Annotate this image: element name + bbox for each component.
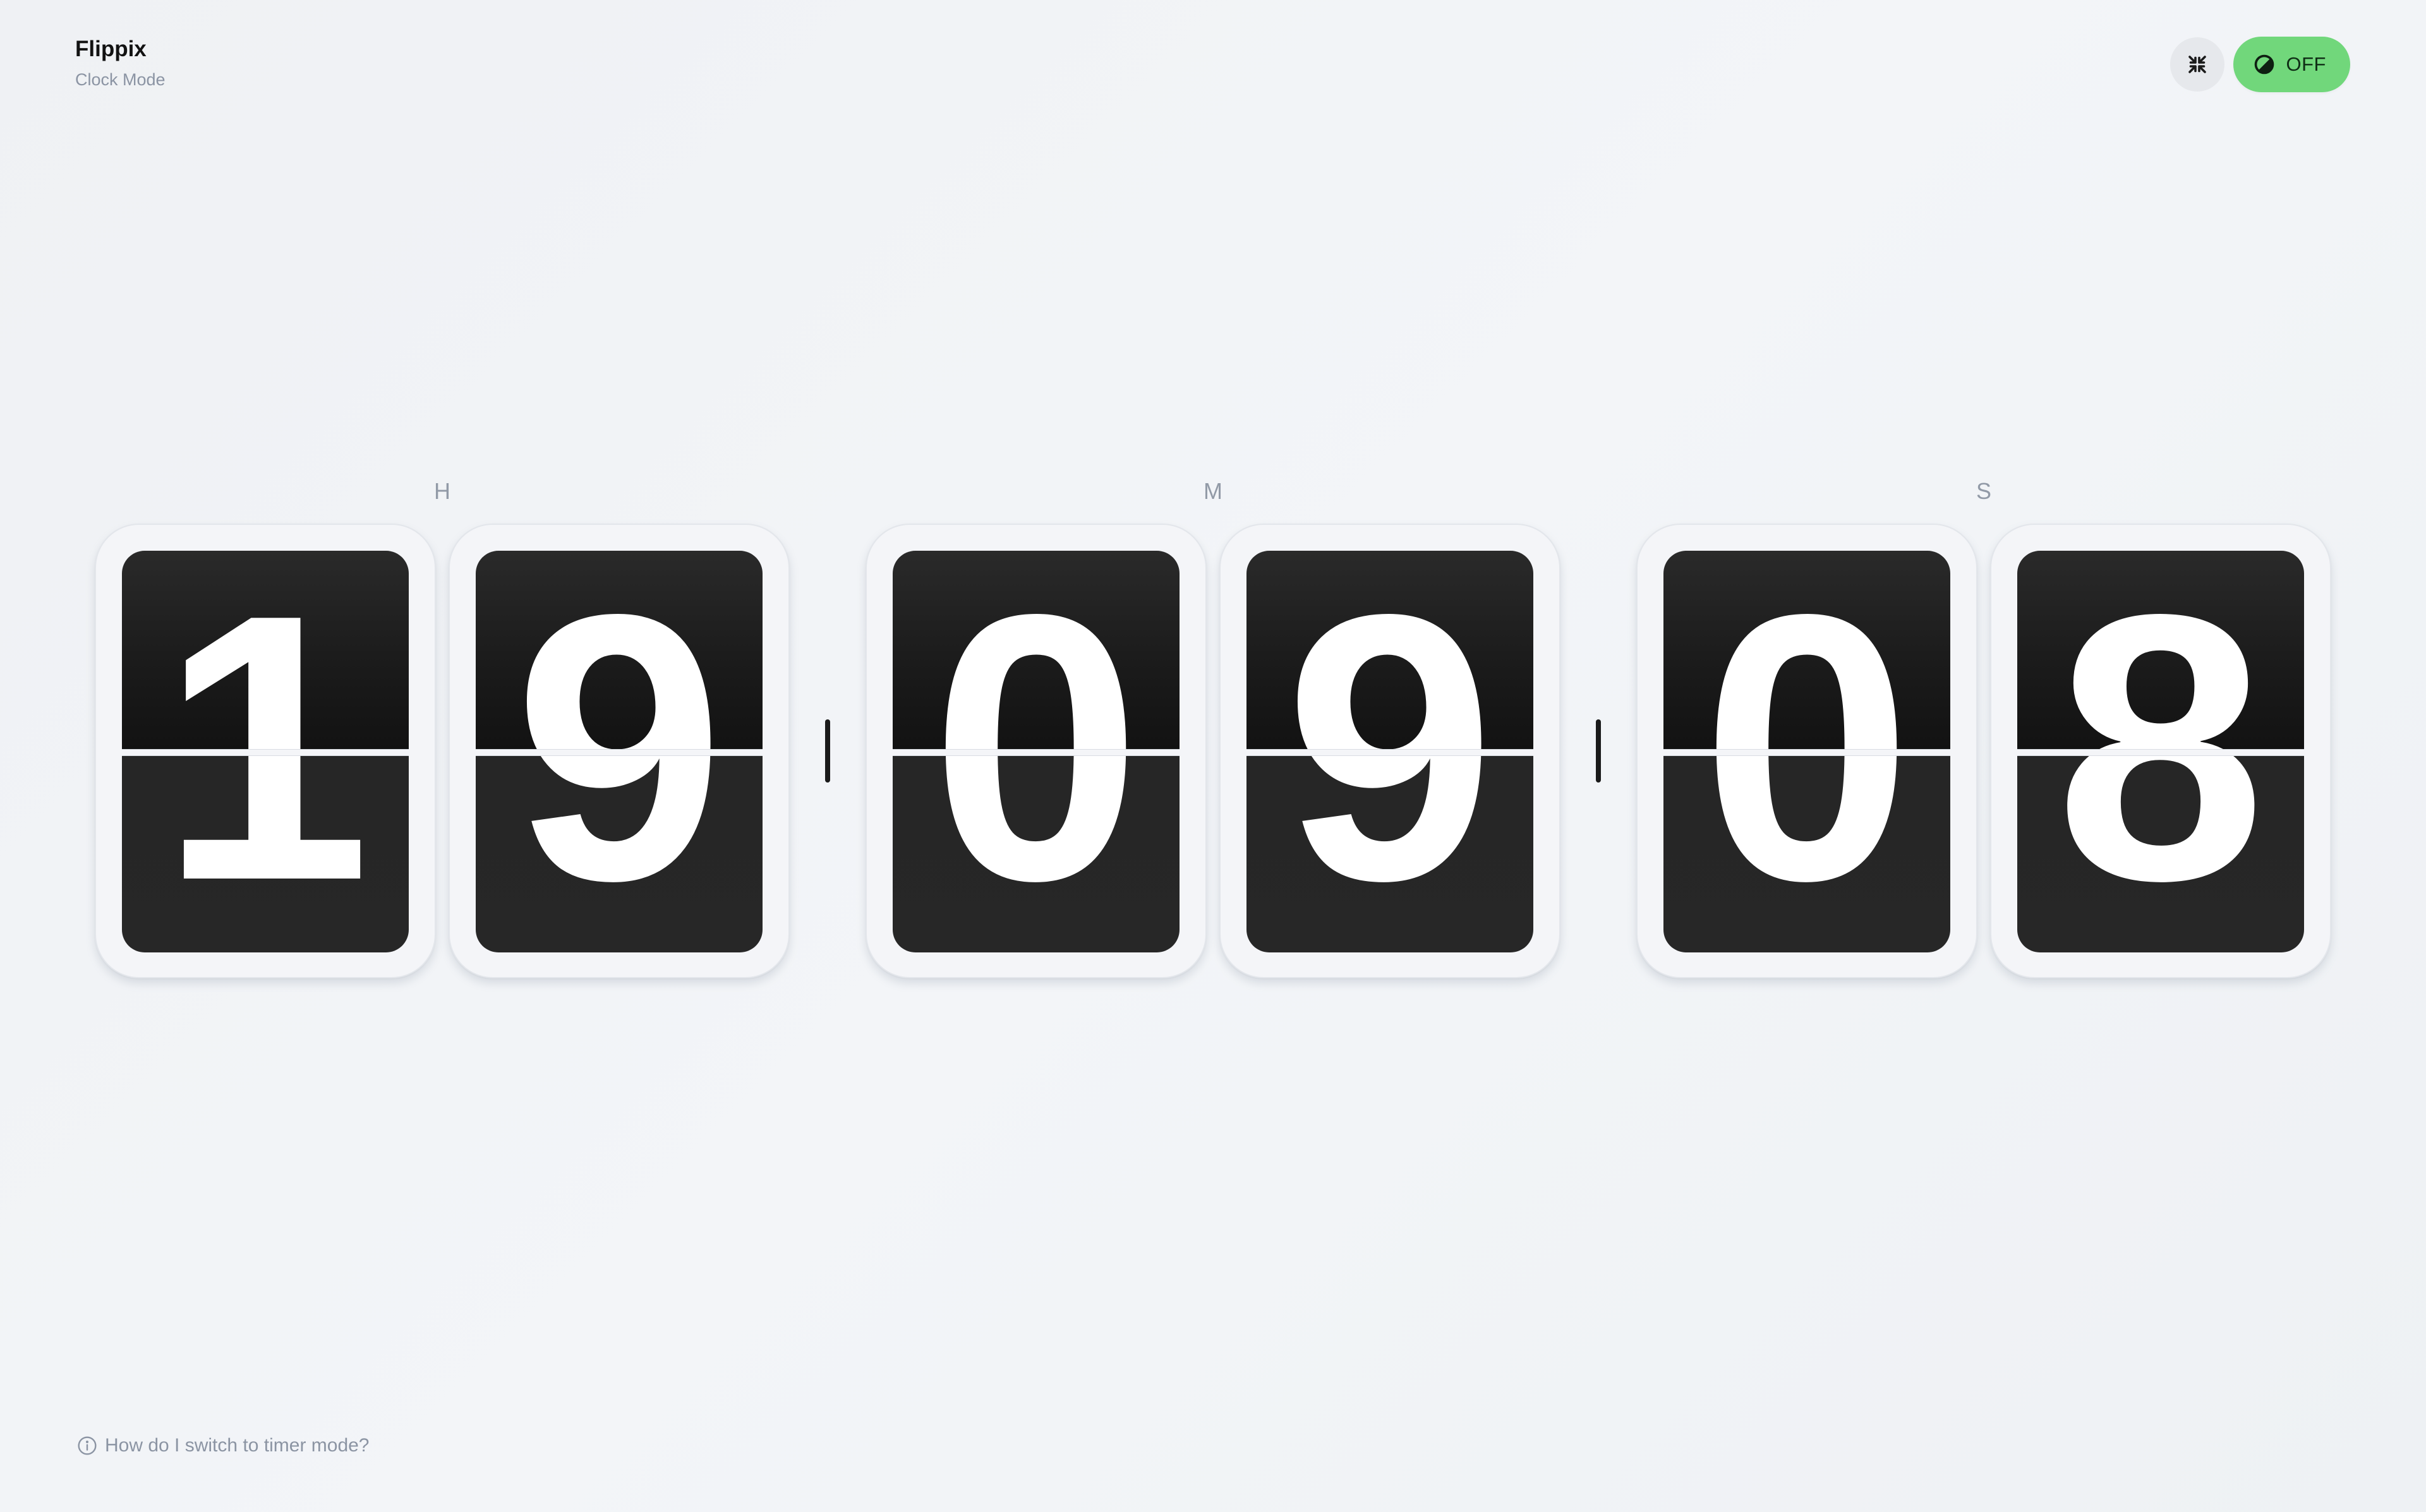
minute-ones-digit: 9	[1284, 551, 1495, 952]
hours-digits: 1 9	[95, 524, 790, 978]
brand: Flippix Clock Mode	[75, 35, 166, 91]
flip-card-face: 0	[1663, 551, 1950, 952]
collapse-arrows-icon	[2188, 56, 2206, 73]
card-split-line	[893, 749, 1180, 756]
flip-clock: H 1 9 M 0	[95, 477, 2331, 978]
card-split-line	[1663, 749, 1950, 756]
card-split-line	[1246, 749, 1533, 756]
second-tens-digit: 0	[1701, 551, 1912, 952]
hours-group: H 1 9	[95, 477, 790, 978]
info-circle-icon	[78, 1436, 97, 1455]
flip-card: 0	[1636, 524, 1977, 978]
toggle-state-label: OFF	[2286, 53, 2326, 75]
card-split-line	[476, 749, 763, 756]
help-link-text: How do I switch to timer mode?	[105, 1435, 370, 1456]
half-moon-contrast-icon	[2254, 54, 2274, 75]
timer-mode-help-link[interactable]: How do I switch to timer mode?	[77, 1435, 370, 1456]
hour-ones-digit: 9	[514, 551, 725, 952]
top-controls: OFF	[2170, 37, 2350, 92]
seconds-label: S	[1976, 478, 1991, 504]
card-split-line	[122, 749, 409, 756]
minutes-group: M 0 9	[866, 477, 1560, 978]
minutes-label: M	[1204, 478, 1222, 504]
flip-card: 1	[95, 524, 436, 978]
card-split-line	[2017, 749, 2304, 756]
flip-card-face: 9	[476, 551, 763, 952]
flip-card-face: 8	[2017, 551, 2304, 952]
flip-card-face: 0	[893, 551, 1180, 952]
flip-card: 0	[866, 524, 1207, 978]
minute-tens-digit: 0	[931, 551, 1142, 952]
seconds-group: S 0 8	[1636, 477, 2331, 978]
flip-card: 8	[1990, 524, 2331, 978]
flip-card: 9	[1219, 524, 1560, 978]
mode-subtitle: Clock Mode	[75, 70, 166, 89]
seconds-digits: 0 8	[1636, 524, 2331, 978]
flip-card-face: 9	[1246, 551, 1533, 952]
hour-minute-separator	[790, 524, 866, 978]
hours-label: H	[434, 478, 450, 504]
dark-mode-toggle[interactable]: OFF	[2233, 37, 2350, 92]
exit-fullscreen-button[interactable]	[2170, 37, 2224, 92]
minutes-digits: 0 9	[866, 524, 1560, 978]
separator-bar	[825, 719, 830, 783]
hour-tens-digit: 1	[160, 551, 371, 952]
second-ones-digit: 8	[2055, 551, 2266, 952]
app-title: Flippix	[75, 37, 147, 61]
minute-second-separator	[1560, 524, 1636, 978]
separator-bar	[1596, 719, 1601, 783]
flip-card: 9	[449, 524, 790, 978]
flip-card-face: 1	[122, 551, 409, 952]
